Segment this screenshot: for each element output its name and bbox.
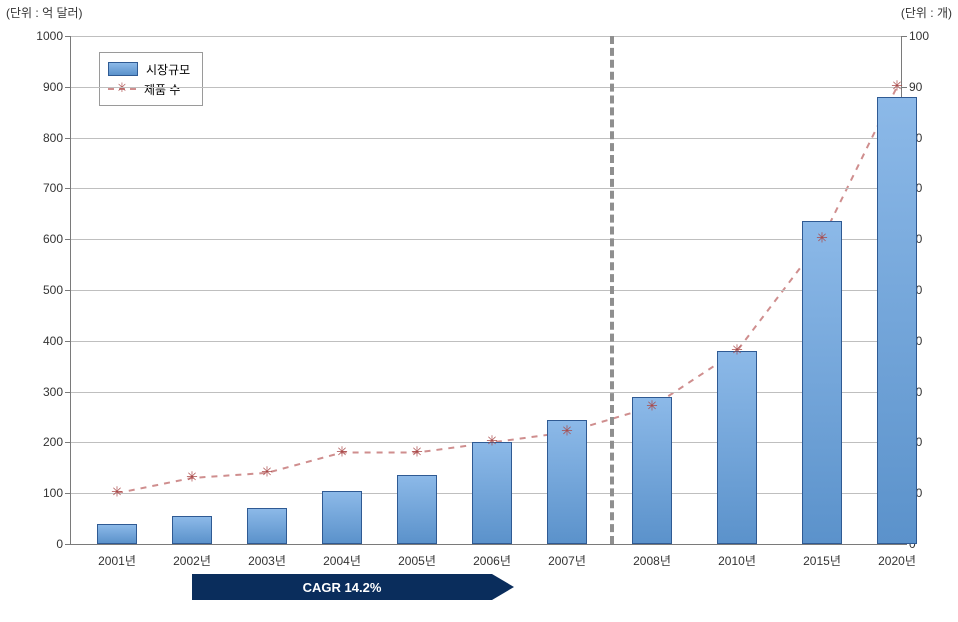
bar — [97, 524, 137, 544]
xtick-label: 2004년 — [323, 544, 361, 569]
line-marker — [411, 447, 423, 459]
xtick-label: 2002년 — [173, 544, 211, 569]
line-marker — [816, 233, 828, 245]
line-marker — [261, 467, 273, 479]
bar — [397, 475, 437, 544]
gridline — [71, 392, 901, 393]
xtick-label: 2001년 — [98, 544, 136, 569]
line-marker — [336, 447, 348, 459]
bar — [717, 351, 757, 544]
xtick-label: 2003년 — [248, 544, 286, 569]
xtick-label: 2020년 — [878, 544, 916, 569]
bar — [322, 491, 362, 544]
bar — [802, 221, 842, 544]
era-separator — [610, 36, 614, 544]
bar — [247, 508, 287, 544]
gridline — [71, 188, 901, 189]
line-marker — [891, 81, 903, 93]
ytick-left: 0 — [56, 537, 71, 551]
xtick-label: 2008년 — [633, 544, 671, 569]
xtick-label: 2015년 — [803, 544, 841, 569]
bar — [172, 516, 212, 544]
xtick-label: 2005년 — [398, 544, 436, 569]
ytick-right: 90 — [901, 80, 922, 94]
chart-root: (단위 : 억 달러) (단위 : 개) 시장규모 ✳ 제품 수 0100200… — [0, 0, 958, 622]
bar — [632, 397, 672, 544]
ytick-left: 300 — [43, 385, 71, 399]
ytick-left: 800 — [43, 131, 71, 145]
ytick-right: 100 — [901, 29, 929, 43]
ytick-left: 1000 — [36, 29, 71, 43]
line-marker — [731, 345, 743, 357]
gridline — [71, 138, 901, 139]
line-marker — [486, 436, 498, 448]
ytick-left: 600 — [43, 232, 71, 246]
ytick-left: 100 — [43, 486, 71, 500]
gridline — [71, 239, 901, 240]
unit-label-left: (단위 : 억 달러) — [6, 4, 83, 21]
line-marker — [561, 426, 573, 438]
bar — [877, 97, 917, 544]
ytick-left: 500 — [43, 283, 71, 297]
line-marker — [111, 487, 123, 499]
line-marker — [646, 401, 658, 413]
ytick-left: 400 — [43, 334, 71, 348]
xtick-label: 2010년 — [718, 544, 756, 569]
unit-label-right: (단위 : 개) — [901, 4, 952, 21]
bar — [472, 442, 512, 544]
line-marker — [186, 472, 198, 484]
gridline — [71, 87, 901, 88]
gridline — [71, 341, 901, 342]
gridline — [71, 290, 901, 291]
cagr-arrow: CAGR 14.2% — [192, 574, 492, 600]
xtick-label: 2007년 — [548, 544, 586, 569]
ytick-left: 700 — [43, 181, 71, 195]
ytick-left: 200 — [43, 435, 71, 449]
plot-area: 시장규모 ✳ 제품 수 0100200300400500600700800900… — [70, 36, 902, 545]
ytick-left: 900 — [43, 80, 71, 94]
gridline — [71, 36, 901, 37]
xtick-label: 2006년 — [473, 544, 511, 569]
